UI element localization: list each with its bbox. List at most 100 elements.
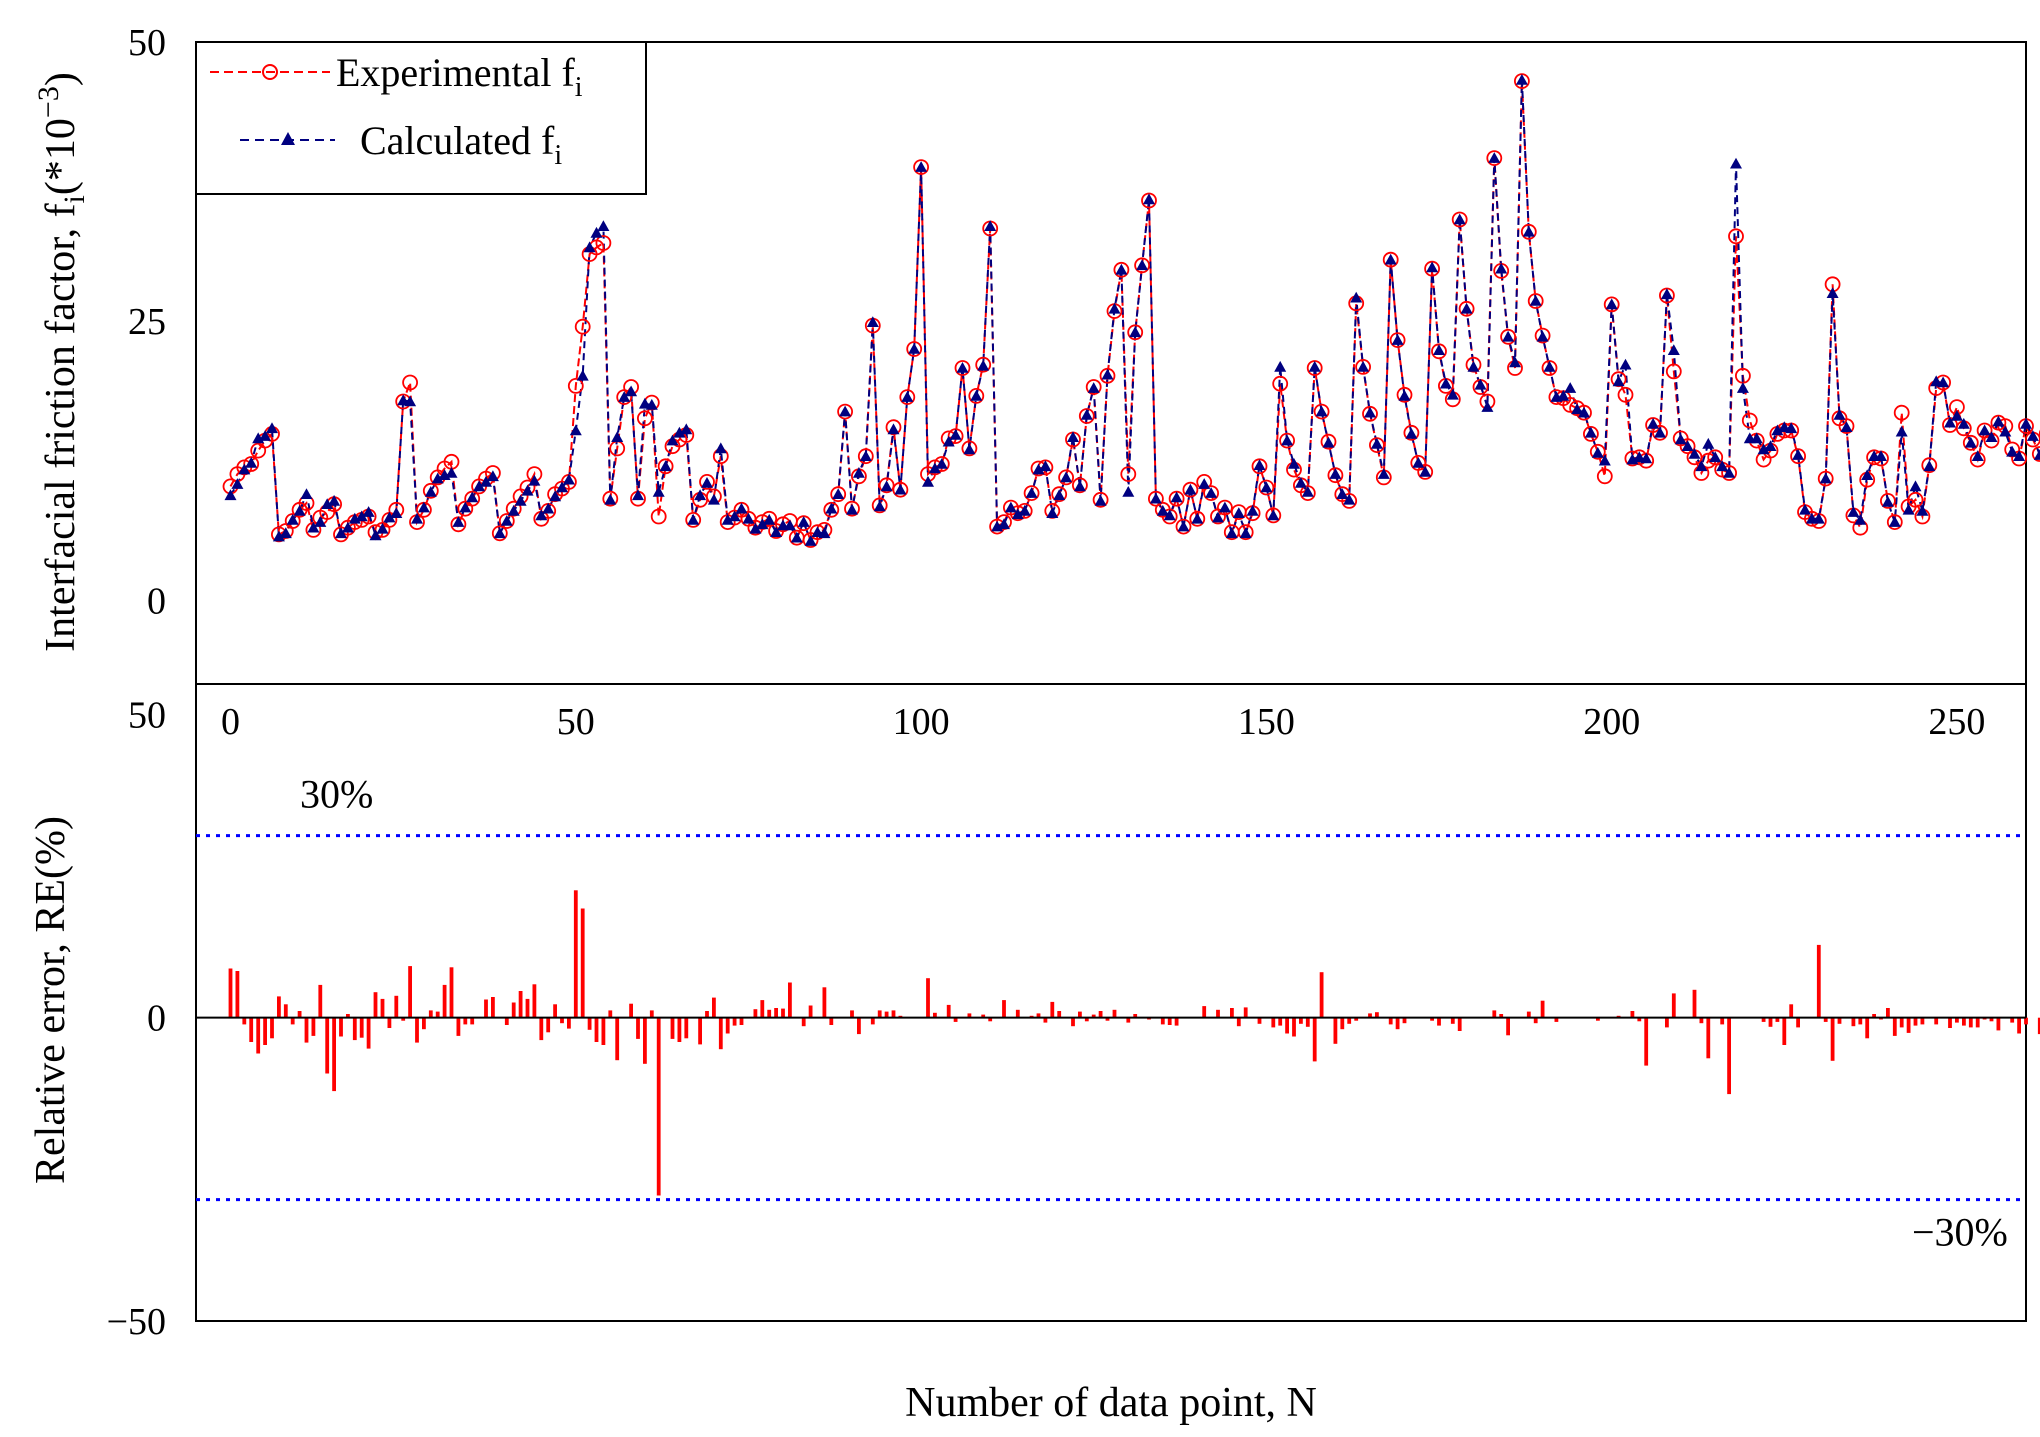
calculated-point [590, 226, 603, 238]
error-bar [401, 1017, 406, 1021]
experimental-point [1486, 150, 1503, 167]
calculated-point [1067, 431, 1079, 442]
experimental-point [1728, 228, 1744, 245]
calculated-point [1978, 424, 1991, 436]
error-bar [415, 1017, 419, 1043]
error-bar [463, 1017, 468, 1025]
calculated-point [480, 475, 492, 487]
top-y-tick-label: 25 [128, 301, 166, 343]
calculated-point [1916, 504, 1929, 516]
error-bar [387, 1017, 392, 1028]
calculated-point [1730, 157, 1742, 169]
experimental-point [1838, 418, 1855, 435]
calculated-point [977, 359, 990, 371]
calculated-point [321, 498, 334, 509]
calculated-point [500, 515, 513, 526]
calculated-point [839, 405, 852, 417]
experimental-point [871, 497, 888, 514]
calculated-point [1343, 493, 1356, 505]
error-bar [1174, 1017, 1179, 1026]
error-bar [256, 1017, 261, 1054]
calculated-point [231, 478, 244, 489]
calculated-point [224, 489, 237, 501]
error-bar [1112, 1009, 1117, 1018]
calculated-point [1654, 426, 1666, 438]
calculated-point [404, 395, 417, 407]
calculated-point [963, 443, 976, 455]
experimental-point [837, 403, 853, 420]
experimental-point [1886, 514, 1903, 530]
error-bar [325, 1017, 330, 1074]
error-bar [1347, 1017, 1352, 1024]
top-y-axis-label-sub: i [58, 195, 91, 203]
legend-calculated-label: Calculated fi [360, 118, 562, 171]
error-bar [829, 1017, 834, 1025]
error-bar [1050, 1001, 1055, 1018]
experimental-point [1127, 324, 1144, 341]
error-bar [491, 997, 495, 1018]
error-bar [249, 1017, 254, 1042]
calculated-point [528, 474, 541, 486]
calculated-point [1688, 448, 1701, 459]
calculated-point [1087, 382, 1100, 393]
calculated-point [804, 535, 817, 546]
calculated-point [1322, 436, 1335, 448]
top-y-tick-label: 0 [147, 580, 166, 622]
reference-lines: 30% −30% [196, 772, 2026, 1255]
error-bar [967, 1013, 972, 1018]
calculated-point [431, 472, 444, 484]
calculated-point [1170, 491, 1183, 503]
legend-calculated-sub: i [554, 140, 562, 171]
calculated-point [1426, 261, 1439, 273]
calculated-point [1177, 520, 1190, 532]
calculated-point [376, 522, 389, 534]
bottom-plot-frame [195, 683, 2027, 1322]
error-bar [718, 1017, 723, 1050]
experimental-point [1148, 490, 1164, 507]
calculated-point [832, 488, 845, 499]
calculated-point [279, 527, 292, 539]
calculated-point [1439, 377, 1452, 389]
experimental-point [657, 458, 674, 475]
bottom-y-tick-label: 0 [147, 998, 166, 1040]
error-bar [1167, 1017, 1172, 1025]
calculated-point [618, 391, 631, 402]
error-bar [270, 1017, 274, 1039]
error-bar [1837, 1017, 1842, 1024]
error-bar [1402, 1017, 1407, 1024]
calculated-point [2026, 430, 2039, 441]
calculated-point [1660, 288, 1673, 300]
error-bar [1782, 1017, 1787, 1045]
error-bar [1962, 1017, 1966, 1026]
calculated-point [1861, 469, 1874, 480]
error-bar [1395, 1017, 1400, 1030]
experimental-point [699, 473, 715, 490]
calculated-point [1971, 450, 1984, 461]
calculated-point [1757, 443, 1770, 455]
error-bar [242, 1017, 247, 1025]
calculated-point [1674, 433, 1687, 445]
error-bars [228, 890, 2040, 1196]
calculated-point [942, 435, 955, 447]
calculated-point [1212, 511, 1224, 523]
error-bar [1892, 1017, 1897, 1036]
error-bar [2037, 1017, 2040, 1035]
experimental-point [1085, 379, 1102, 395]
calculated-point [1543, 360, 1556, 372]
error-bar [1858, 1017, 1863, 1025]
calculated-point [583, 241, 596, 253]
error-bar [1706, 1017, 1711, 1059]
bottom-y-ticks: −50 0 50 [107, 694, 166, 1343]
calculated-point [514, 494, 527, 506]
experimental-point [1921, 457, 1938, 474]
calculated-point [1950, 410, 1963, 421]
error-bar [456, 1017, 461, 1036]
calculated-point [1557, 389, 1570, 401]
upper-limit-label: 30% [300, 772, 373, 817]
error-bar [1043, 1017, 1048, 1023]
experimental-point [1534, 327, 1551, 344]
calculated-point [1522, 225, 1535, 237]
calculated-point [1647, 417, 1660, 429]
calculated-point [728, 510, 741, 522]
